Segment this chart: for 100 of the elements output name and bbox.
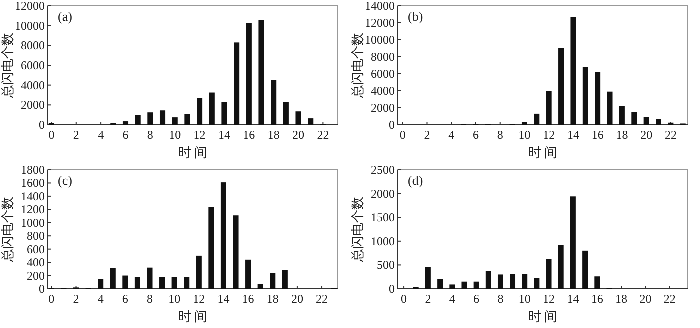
x-tick-label: 20 xyxy=(640,128,653,142)
bar xyxy=(271,80,277,125)
x-axis-title: 时 间 xyxy=(528,145,558,160)
y-tick-label: 600 xyxy=(27,242,45,256)
y-tick-label: 2000 xyxy=(21,98,45,112)
y-tick-label: 6000 xyxy=(21,58,45,72)
bar xyxy=(582,250,588,289)
x-tick-label: 20 xyxy=(640,292,652,306)
x-tick-label: 8 xyxy=(497,128,504,142)
x-tick-label: 2 xyxy=(73,128,80,142)
x-tick-label: 0 xyxy=(48,292,55,306)
bar xyxy=(282,270,288,289)
x-tick-label: 14 xyxy=(567,128,580,142)
y-tick-label: 1400 xyxy=(21,189,45,204)
x-tick-label: 2 xyxy=(73,292,80,306)
bar xyxy=(546,259,552,289)
bar xyxy=(184,114,190,125)
y-axis-title: 总闪电个数 xyxy=(0,33,15,99)
x-tick-label: 14 xyxy=(218,128,230,142)
bar xyxy=(595,72,601,125)
y-tick-label: 1000 xyxy=(21,216,45,230)
y-tick-label: 0 xyxy=(39,282,45,296)
y-tick-label: 10000 xyxy=(365,33,395,47)
annotation: (c) xyxy=(58,173,72,188)
bar xyxy=(270,273,276,289)
bar xyxy=(122,122,129,125)
x-axis-title: 时 间 xyxy=(528,309,558,324)
x-tick-label: 6 xyxy=(472,128,479,142)
x-tick-label: 10 xyxy=(168,292,181,306)
bar xyxy=(558,48,564,125)
x-tick-label: 12 xyxy=(193,292,206,306)
y-tick-label: 1500 xyxy=(371,210,395,225)
bar xyxy=(134,277,140,289)
y-tick-label: 1600 xyxy=(21,176,45,190)
y-tick-label: 1000 xyxy=(371,234,395,248)
y-tick-label: 6000 xyxy=(371,67,395,81)
x-tick-label: 0 xyxy=(400,128,406,142)
annotation: (d) xyxy=(408,173,424,188)
x-tick-label: 8 xyxy=(147,128,154,142)
x-tick-label: 2 xyxy=(424,128,430,142)
x-tick-label: 14 xyxy=(567,292,580,306)
bar xyxy=(522,274,528,289)
x-tick-label: 16 xyxy=(242,292,254,306)
y-axis-title: 总闪电个数 xyxy=(350,33,365,99)
bar xyxy=(184,277,190,289)
x-tick-label: 22 xyxy=(317,128,330,142)
bar xyxy=(147,268,153,289)
bar xyxy=(644,117,650,125)
bar xyxy=(196,256,202,289)
x-tick-label: 4 xyxy=(448,128,455,142)
y-tick-label: 2000 xyxy=(371,101,395,115)
bar xyxy=(148,112,154,125)
x-tick-label: 22 xyxy=(316,292,328,306)
bar xyxy=(546,91,552,125)
bar xyxy=(594,276,600,289)
bar xyxy=(98,279,104,289)
bar xyxy=(258,20,264,125)
y-tick-label: 0 xyxy=(389,118,395,132)
bar xyxy=(296,112,302,125)
x-tick-label: 4 xyxy=(449,292,456,306)
bar xyxy=(534,114,540,125)
y-tick-label: 200 xyxy=(27,268,45,283)
bar xyxy=(222,102,228,125)
bar xyxy=(474,282,480,289)
bar xyxy=(607,92,613,125)
x-tick-label: 6 xyxy=(474,292,480,306)
y-tick-label: 800 xyxy=(27,229,45,244)
bar xyxy=(570,17,576,125)
bar xyxy=(522,122,528,125)
bar xyxy=(246,260,252,289)
x-tick-label: 18 xyxy=(266,292,279,306)
y-tick-label: 8000 xyxy=(21,38,45,53)
x-tick-label: 20 xyxy=(291,292,304,306)
y-tick-label: 4000 xyxy=(21,78,45,92)
x-axis-title: 时 间 xyxy=(178,309,208,324)
bar xyxy=(308,118,314,125)
bar xyxy=(450,284,456,289)
bar xyxy=(462,282,468,289)
x-tick-label: 6 xyxy=(122,128,129,142)
y-tick-label: 1200 xyxy=(21,202,45,217)
x-tick-label: 0 xyxy=(48,128,55,142)
x-tick-label: 18 xyxy=(616,292,628,306)
x-tick-label: 20 xyxy=(292,128,305,142)
y-tick-label: 2500 xyxy=(371,163,395,177)
y-tick-label: 4000 xyxy=(371,84,395,98)
x-tick-label: 10 xyxy=(169,128,182,142)
y-tick-label: 2000 xyxy=(371,186,395,201)
x-tick-label: 22 xyxy=(664,128,677,142)
x-tick-label: 12 xyxy=(543,128,556,142)
x-tick-label: 6 xyxy=(122,292,128,306)
bar xyxy=(110,268,116,289)
x-tick-label: 2 xyxy=(425,292,432,306)
y-tick-label: 8000 xyxy=(371,50,395,64)
bar xyxy=(172,118,178,125)
y-tick-label: 0 xyxy=(389,282,395,296)
bar xyxy=(135,115,141,125)
y-axis-title: 总闪电个数 xyxy=(350,197,365,263)
x-tick-label: 10 xyxy=(518,292,531,306)
x-tick-label: 10 xyxy=(518,128,531,142)
y-tick-label: 0 xyxy=(39,118,45,132)
